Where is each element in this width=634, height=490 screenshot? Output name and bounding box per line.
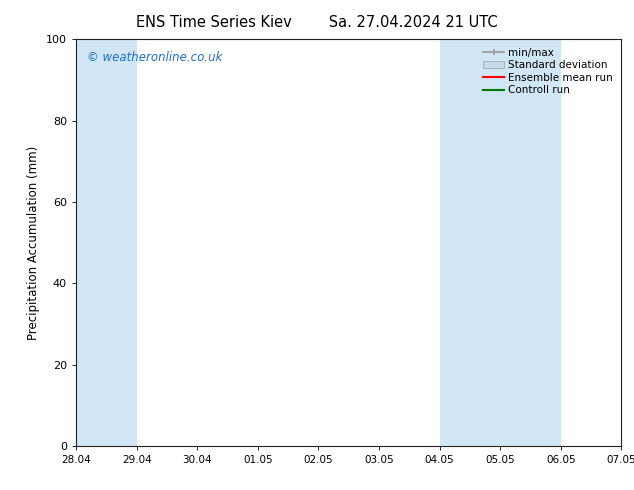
Bar — [46, 39, 137, 446]
Text: ENS Time Series Kiev        Sa. 27.04.2024 21 UTC: ENS Time Series Kiev Sa. 27.04.2024 21 U… — [136, 15, 498, 30]
Bar — [621, 39, 634, 446]
Bar — [439, 39, 560, 446]
Text: © weatheronline.co.uk: © weatheronline.co.uk — [87, 51, 223, 64]
Y-axis label: Precipitation Accumulation (mm): Precipitation Accumulation (mm) — [27, 146, 41, 340]
Legend: min/max, Standard deviation, Ensemble mean run, Controll run: min/max, Standard deviation, Ensemble me… — [480, 45, 616, 98]
